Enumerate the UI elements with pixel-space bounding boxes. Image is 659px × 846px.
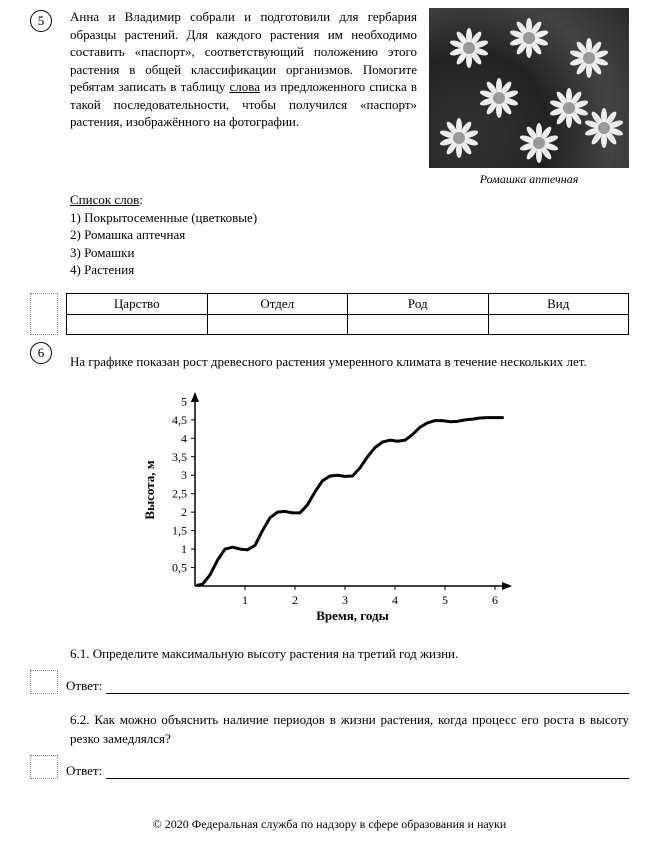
svg-text:2: 2 xyxy=(181,505,187,519)
svg-text:3: 3 xyxy=(181,469,187,483)
table-cell[interactable] xyxy=(207,314,348,334)
answer-label: Ответ: xyxy=(66,763,102,779)
word-list: Список слов: 1) Покрытосеменные (цветков… xyxy=(70,191,629,279)
wordlist-title: Список слов xyxy=(70,192,139,207)
wordlist-item: 1) Покрытосеменные (цветковые) xyxy=(70,210,257,225)
svg-text:5: 5 xyxy=(442,593,448,607)
answer-checkbox[interactable] xyxy=(30,293,58,335)
answer-checkbox[interactable] xyxy=(30,670,58,694)
table-header: Отдел xyxy=(207,293,348,314)
question-number-5: 5 xyxy=(30,10,52,32)
question-6-intro: На графике показан рост древесного расте… xyxy=(70,353,629,371)
table-cell[interactable] xyxy=(348,314,489,334)
classification-table-row: Царство Отдел Род Вид xyxy=(30,293,629,335)
table-header: Род xyxy=(348,293,489,314)
answer-line[interactable] xyxy=(106,761,629,779)
question-number-6: 6 xyxy=(30,342,52,364)
table-header: Царство xyxy=(67,293,208,314)
wordlist-item: 3) Ромашки xyxy=(70,245,134,260)
q6-intro-text: На графике показан рост древесного расте… xyxy=(70,354,587,369)
question-5-block: Анна и Владимир собрали и подготовили дл… xyxy=(70,8,629,187)
q5-underlined-word: слова xyxy=(230,79,261,94)
growth-chart-svg: 0,5 1 1,5 2 2,5 3 3,5 4 4,5 5 1 2 3 4 5 6 Время, годы Выс… xyxy=(140,384,520,624)
answer-label: Ответ: xyxy=(66,678,102,694)
svg-text:0,5: 0,5 xyxy=(172,561,187,575)
table-cell[interactable] xyxy=(488,314,629,334)
subq-6-2-text: 6.2. Как можно объяснить наличие периодо… xyxy=(70,712,629,747)
svg-text:1: 1 xyxy=(181,542,187,556)
svg-text:4: 4 xyxy=(181,432,187,446)
wordlist-item: 2) Ромашка аптечная xyxy=(70,227,185,242)
svg-text:5: 5 xyxy=(181,395,187,409)
svg-text:2: 2 xyxy=(292,593,298,607)
svg-text:Время, годы: Время, годы xyxy=(316,608,389,623)
answer-checkbox[interactable] xyxy=(30,755,58,779)
photo-caption: Ромашка аптечная xyxy=(429,172,629,187)
classification-table: Царство Отдел Род Вид xyxy=(66,293,629,335)
table-cell[interactable] xyxy=(67,314,208,334)
sub-question-6-2: 6.2. Как можно объяснить наличие периодо… xyxy=(70,710,629,749)
svg-text:4: 4 xyxy=(392,593,398,607)
photo-block: Ромашка аптечная xyxy=(429,8,629,187)
answer-line[interactable] xyxy=(106,676,629,694)
subq-6-1-text: 6.1. Определите максимальную высоту раст… xyxy=(70,646,458,661)
table-header: Вид xyxy=(488,293,629,314)
svg-text:1: 1 xyxy=(242,593,248,607)
chamomile-photo xyxy=(429,8,629,168)
wordlist-item: 4) Растения xyxy=(70,262,134,277)
question-5-text: Анна и Владимир собрали и подготовили дл… xyxy=(70,8,417,187)
svg-text:6: 6 xyxy=(492,593,498,607)
svg-text:Высота, м: Высота, м xyxy=(142,460,157,519)
svg-text:3: 3 xyxy=(342,593,348,607)
footer-copyright: © 2020 Федеральная служба по надзору в с… xyxy=(0,817,659,832)
sub-question-6-1: 6.1. Определите максимальную высоту раст… xyxy=(70,644,629,664)
svg-text:1,5: 1,5 xyxy=(172,524,187,538)
svg-text:2,5: 2,5 xyxy=(172,487,187,501)
svg-text:4,5: 4,5 xyxy=(172,413,187,427)
svg-text:3,5: 3,5 xyxy=(172,450,187,464)
growth-chart: 0,5 1 1,5 2 2,5 3 3,5 4 4,5 5 1 2 3 4 5 6 Время, годы Выс… xyxy=(140,384,520,628)
